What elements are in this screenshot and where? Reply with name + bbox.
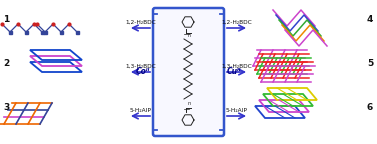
Bar [9, 31, 12, 34]
FancyBboxPatch shape [153, 8, 224, 136]
Text: 3: 3 [3, 104, 9, 112]
Text: 5-H₂AIP: 5-H₂AIP [225, 108, 247, 112]
Text: n: n [187, 101, 190, 106]
Bar [43, 31, 46, 34]
Text: 1: 1 [3, 16, 9, 24]
Text: 1,2-H₂BDC: 1,2-H₂BDC [125, 19, 156, 24]
Bar [75, 31, 78, 34]
Text: 6: 6 [367, 104, 373, 112]
Text: 5: 5 [367, 59, 373, 69]
Text: Coᴵᴵ: Coᴵᴵ [136, 68, 150, 76]
Text: 1,2-H₂BDC: 1,2-H₂BDC [221, 19, 252, 24]
Bar [60, 31, 63, 34]
Text: 4: 4 [366, 16, 373, 24]
Text: Cuᴵᴵ: Cuᴵᴵ [227, 68, 242, 76]
Bar [25, 31, 28, 34]
Text: 5-H₂AIP: 5-H₂AIP [130, 108, 152, 112]
Text: 2: 2 [3, 59, 9, 69]
Text: n: n [187, 33, 190, 38]
Text: 1,3-H₂BDC: 1,3-H₂BDC [125, 64, 156, 69]
Text: 1,3-H₂BDC: 1,3-H₂BDC [221, 64, 252, 69]
Bar [40, 31, 43, 34]
